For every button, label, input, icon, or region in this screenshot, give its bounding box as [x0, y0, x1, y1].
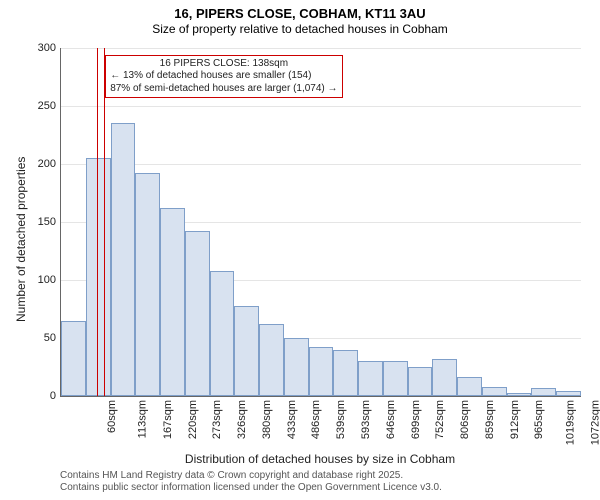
- x-tick-label: 380sqm: [261, 400, 273, 439]
- x-tick-label: 1019sqm: [564, 400, 576, 445]
- plot-area: 05010015020025030060sqm113sqm167sqm220sq…: [60, 48, 581, 397]
- histogram-bar: [185, 231, 210, 396]
- x-tick-label: 912sqm: [509, 400, 521, 439]
- histogram-bar: [210, 271, 235, 396]
- y-tick-label: 0: [50, 390, 61, 402]
- x-tick-label: 220sqm: [187, 400, 199, 439]
- annotation-smaller: ← 13% of detached houses are smaller (15…: [110, 70, 337, 83]
- histogram-bar: [556, 391, 581, 396]
- histogram-bar: [333, 350, 358, 396]
- x-tick-label: 433sqm: [286, 400, 298, 439]
- histogram-bar: [284, 338, 309, 396]
- x-tick-label: 60sqm: [106, 400, 118, 433]
- x-tick-label: 1072sqm: [589, 400, 600, 445]
- histogram-bar: [482, 387, 507, 396]
- x-tick-label: 593sqm: [360, 400, 372, 439]
- x-tick-label: 113sqm: [136, 400, 148, 438]
- y-axis-label: Number of detached properties: [14, 157, 28, 322]
- annotation-box: 16 PIPERS CLOSE: 138sqm← 13% of detached…: [105, 55, 342, 99]
- x-axis-label: Distribution of detached houses by size …: [60, 452, 580, 466]
- x-tick-label: 646sqm: [385, 400, 397, 439]
- grid-line: [61, 48, 581, 49]
- histogram-bar: [531, 388, 556, 396]
- y-tick-label: 300: [38, 42, 61, 54]
- x-tick-label: 965sqm: [533, 400, 545, 439]
- histogram-bar: [457, 377, 482, 396]
- histogram-bar: [259, 324, 284, 396]
- x-tick-label: 806sqm: [459, 400, 471, 439]
- x-tick-label: 273sqm: [212, 400, 224, 439]
- annotation-main: 16 PIPERS CLOSE: 138sqm: [110, 58, 337, 71]
- histogram-bar: [111, 123, 136, 396]
- x-tick-label: 167sqm: [162, 400, 174, 439]
- y-tick-label: 200: [38, 158, 61, 170]
- x-tick-label: 326sqm: [236, 400, 248, 439]
- histogram-bar: [383, 361, 408, 396]
- histogram-bar: [358, 361, 383, 396]
- histogram-bar: [61, 321, 86, 396]
- grid-line: [61, 106, 581, 107]
- histogram-bar: [408, 367, 433, 396]
- chart-container: 16, PIPERS CLOSE, COBHAM, KT11 3AU Size …: [0, 0, 600, 500]
- footer-line-1: Contains HM Land Registry data © Crown c…: [60, 470, 442, 482]
- histogram-bar: [234, 306, 259, 396]
- reference-line: [97, 48, 98, 396]
- chart-title: 16, PIPERS CLOSE, COBHAM, KT11 3AU: [0, 0, 600, 22]
- histogram-bar: [160, 208, 185, 396]
- y-tick-label: 250: [38, 100, 61, 112]
- histogram-bar: [432, 359, 457, 396]
- chart-footer: Contains HM Land Registry data © Crown c…: [60, 470, 442, 494]
- grid-line: [61, 164, 581, 165]
- y-tick-label: 100: [38, 274, 61, 286]
- reference-line: [104, 48, 105, 396]
- y-tick-label: 150: [38, 216, 61, 228]
- footer-line-2: Contains public sector information licen…: [60, 482, 442, 494]
- x-tick-label: 486sqm: [311, 400, 323, 439]
- annotation-larger: 87% of semi-detached houses are larger (…: [110, 83, 337, 96]
- y-tick-label: 50: [44, 332, 61, 344]
- histogram-bar: [135, 173, 160, 396]
- x-tick-label: 859sqm: [484, 400, 496, 439]
- chart-subtitle: Size of property relative to detached ho…: [0, 22, 600, 40]
- x-tick-label: 699sqm: [410, 400, 422, 439]
- x-tick-label: 752sqm: [434, 400, 446, 439]
- x-tick-label: 539sqm: [335, 400, 347, 439]
- histogram-bar: [507, 393, 532, 396]
- histogram-bar: [309, 347, 334, 396]
